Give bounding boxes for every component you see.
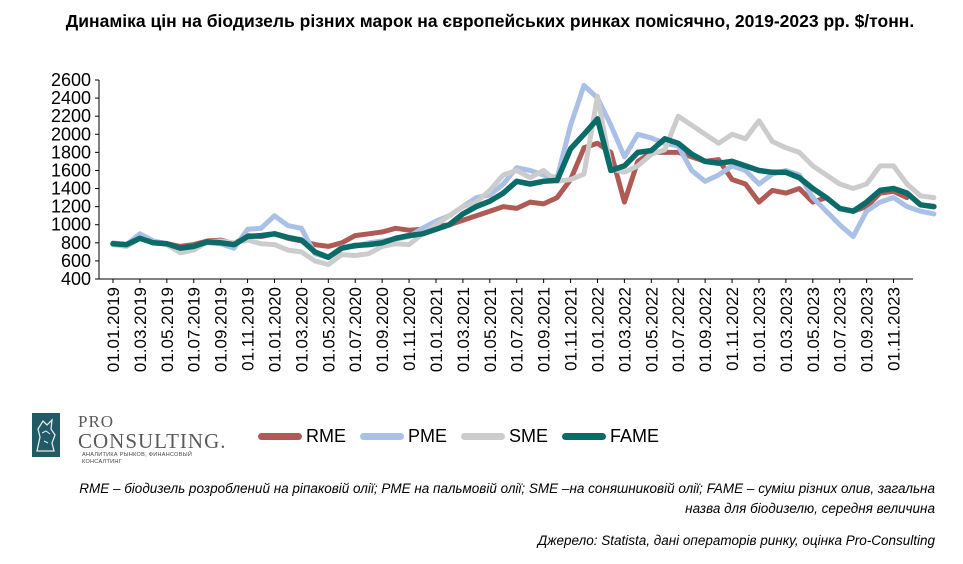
logo-line-2: CONSULTING.	[78, 429, 227, 453]
x-tick-label: 01.05.2023	[804, 287, 823, 372]
x-tick-label: 01.11.2019	[239, 287, 258, 371]
y-tick-label: 1000	[51, 215, 91, 235]
x-tick-label: 01.03.2020	[292, 287, 311, 372]
x-tick-label: 01.07.2021	[508, 287, 527, 372]
series-line-fame	[110, 116, 937, 261]
y-axis: 4006008001000120014001600180020002200240…	[51, 70, 100, 289]
logo-mark-icon	[32, 413, 60, 457]
legend-item-fame: FAME	[562, 426, 659, 447]
y-tick-label: 800	[61, 233, 91, 253]
y-tick-label: 400	[61, 269, 91, 289]
y-tick-label: 1400	[51, 179, 91, 199]
x-tick-label: 01.09.2021	[535, 287, 554, 372]
legend-item-pme: PME	[360, 426, 447, 447]
x-tick-label: 01.03.2021	[454, 287, 473, 372]
x-tick-label: 01.07.2019	[185, 287, 204, 372]
x-tick-label: 01.05.2019	[158, 287, 177, 372]
logo-line-3: АНАЛИТИКА РЫНКОВ, ФИНАНСОВЫЙ КОНСАЛТИНГ	[82, 452, 193, 465]
y-tick-label: 1200	[51, 197, 91, 217]
x-tick-label: 01.09.2022	[696, 287, 715, 372]
y-tick-label: 600	[61, 251, 91, 271]
x-tick-label: 01.03.2019	[131, 287, 150, 372]
x-tick-label: 01.01.2022	[588, 287, 607, 372]
legend-swatch	[461, 432, 506, 440]
source-note: Джерело: Statista, дані операторів ринку…	[537, 533, 935, 548]
y-tick-label: 2000	[51, 124, 91, 144]
legend-label: RME	[306, 425, 346, 446]
x-tick-label: 01.07.2020	[346, 287, 365, 372]
x-tick-label: 01.07.2022	[669, 287, 688, 372]
legend-swatch	[360, 432, 404, 440]
legend-label: SME	[509, 425, 549, 446]
series-line-rme	[110, 140, 910, 249]
series-line-sme	[110, 93, 937, 267]
y-tick-label: 1600	[51, 160, 91, 180]
x-tick-label: 01.09.2019	[212, 287, 231, 372]
x-tick-label: 01.07.2023	[831, 287, 850, 372]
x-tick-label: 01.03.2023	[777, 287, 796, 372]
x-tick-label: 01.03.2022	[615, 287, 634, 372]
x-tick-label: 01.01.2019	[104, 287, 123, 372]
x-tick-label: 01.01.2020	[265, 287, 284, 372]
y-tick-label: 1800	[51, 142, 91, 162]
x-tick-label: 01.11.2020	[400, 287, 419, 371]
legend-swatch	[562, 432, 607, 440]
footnote: RME – біодизель розроблений на ріпаковій…	[79, 481, 935, 516]
x-tick-label: 01.11.2021	[562, 287, 581, 371]
legend-item-rme: RME	[258, 426, 346, 447]
y-tick-label: 2400	[51, 88, 91, 108]
x-tick-label: 01.09.2020	[373, 287, 392, 372]
chart-title: Динаміка цін на біодизель різних марок н…	[65, 11, 915, 31]
legend-item-sme: SME	[461, 426, 548, 447]
x-tick-label: 01.05.2020	[319, 287, 338, 372]
x-tick-label: 01.11.2022	[723, 287, 742, 371]
chart-legend: RME PME SME FAME	[258, 424, 673, 448]
logo-line-1: PRO	[78, 412, 115, 431]
pro-consulting-logo: PRO CONSULTING. АНАЛИТИКА РЫНКОВ, ФИНАНС…	[32, 413, 232, 465]
x-tick-label: 01.09.2023	[858, 287, 877, 372]
x-tick-label: 01.05.2021	[481, 287, 500, 372]
logo-text: PRO CONSULTING. АНАЛИТИКА РЫНКОВ, ФИНАНС…	[78, 413, 232, 466]
legend-swatch	[258, 432, 302, 440]
y-tick-label: 2200	[51, 106, 91, 126]
legend-label: PME	[408, 425, 448, 446]
x-axis: 01.01.2019 01.03.2019 01.05.2019 01.07.2019…	[99, 278, 913, 372]
y-tick-label: 2600	[51, 70, 91, 90]
x-tick-label: 01.01.2021	[427, 287, 446, 372]
legend-label: FAME	[610, 425, 660, 446]
x-tick-label: 01.11.2023	[885, 287, 904, 371]
x-tick-label: 01.01.2023	[750, 287, 769, 372]
series-lines	[110, 82, 937, 267]
x-tick-label: 01.05.2022	[642, 287, 661, 372]
